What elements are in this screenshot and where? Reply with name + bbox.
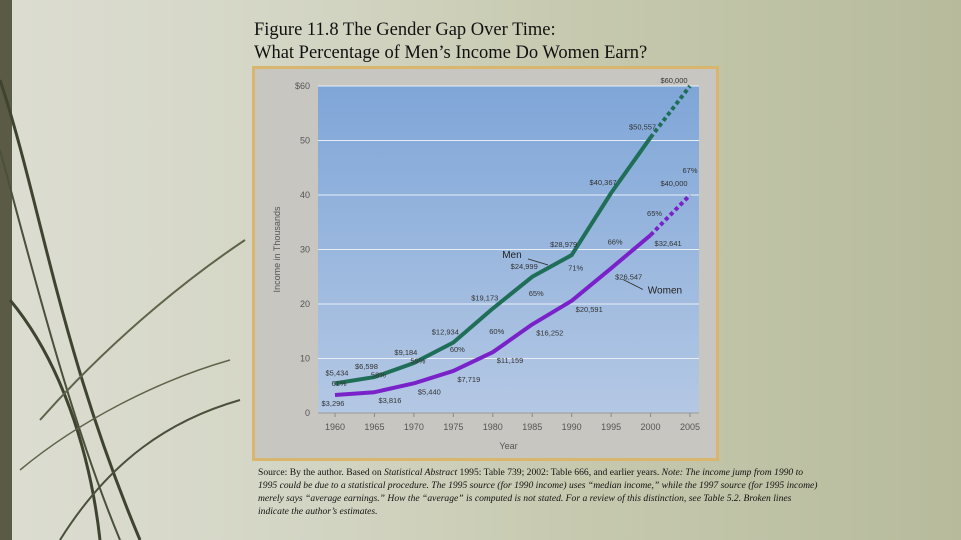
x-tick-label: 1960 [325,422,345,432]
y-axis-label: Income in Thousands [272,206,282,292]
percent-label: 65% [647,209,662,218]
figure-title-line-2: What Percentage of Men’s Income Do Women… [254,43,648,63]
women-data-label: $16,252 [536,328,563,337]
source-publication: Statistical Abstract [384,467,458,478]
women-data-label: $26,547 [615,272,642,281]
y-tick-label: 30 [300,245,310,255]
women-data-label: $20,591 [576,305,603,314]
percent-label: 60% [489,327,504,336]
men-leader-line [527,258,549,266]
women-data-label: $3,816 [378,396,401,405]
men-series-label: Men [502,250,521,261]
percent-label: 66% [608,237,623,246]
chart-frame: $60 50 40 30 20 10 0 1960 1965 1970 1975 1980 1985 19… [252,66,719,461]
x-tick-label: 1980 [483,422,503,432]
women-data-label: $7,719 [457,375,480,384]
men-data-label: $19,173 [471,294,498,303]
y-tick-label: 0 [305,408,310,418]
women-data-label: $5,440 [418,387,441,396]
percent-label: 67% [682,166,697,175]
gender-gap-chart: $60 50 40 30 20 10 0 1960 1965 1970 1975 1980 1985 19… [272,76,700,451]
y-tick-label: 10 [300,354,310,364]
men-data-label: $5,434 [326,368,349,377]
women-data-label: $11,159 [497,356,524,365]
percent-label: 60% [450,345,465,354]
men-data-label: $28,979 [550,240,577,249]
men-data-label: $9,184 [394,348,417,357]
x-tick-label: 1970 [404,422,424,432]
women-leader-line [622,279,644,290]
men-series-line [334,136,653,386]
x-tick-label: 1985 [522,422,542,432]
men-data-label: $6,598 [355,362,378,371]
percent-label: 58% [371,370,386,379]
note-text: The income jump from 1990 to 1995 could … [258,467,818,517]
note-label: Note: [661,467,683,478]
men-estimate-line [648,84,692,139]
y-tick-label: 20 [300,299,310,309]
percent-label: 65% [529,289,544,298]
source-prefix: Source: By the author. Based on [258,467,385,478]
women-estimate-line [649,193,692,237]
x-tick-label: 1990 [562,422,582,432]
men-data-label: $50,557 [629,122,656,131]
y-tick-label: 50 [300,136,310,146]
women-series-line [334,233,652,398]
figure-title: Figure 11.8 The Gender Gap Over Time: Wh… [254,19,854,65]
x-tick-label: 2005 [680,422,700,432]
figure-title-line-1: Figure 11.8 The Gender Gap Over Time: [254,20,556,40]
y-tick-label: $60 [295,81,310,91]
x-axis-label: Year [499,441,517,451]
x-tick-label: 1995 [601,422,621,432]
x-tick-label: 2000 [641,422,661,432]
men-data-label: $60,000 [660,76,687,85]
women-data-label: $32,641 [655,239,682,248]
women-data-label: $40,000 [660,179,687,188]
left-accent-bar [0,0,12,540]
percent-label: 59% [410,357,425,366]
women-data-label: $3,296 [322,399,345,408]
women-series-label: Women [648,285,682,296]
men-data-label: $12,934 [432,328,459,337]
percent-label: 71% [568,263,583,272]
y-tick-label: 40 [300,190,310,200]
source-note: Source: By the author. Based on Statisti… [258,466,818,518]
source-tables: 1995: Table 739; 2002: Table 666, and ea… [457,467,662,478]
x-tick-label: 1965 [364,422,384,432]
percent-label: 61% [331,379,346,388]
men-data-label: $24,999 [511,262,538,271]
men-data-label: $40,367 [590,178,617,187]
x-tick-label: 1975 [443,422,463,432]
